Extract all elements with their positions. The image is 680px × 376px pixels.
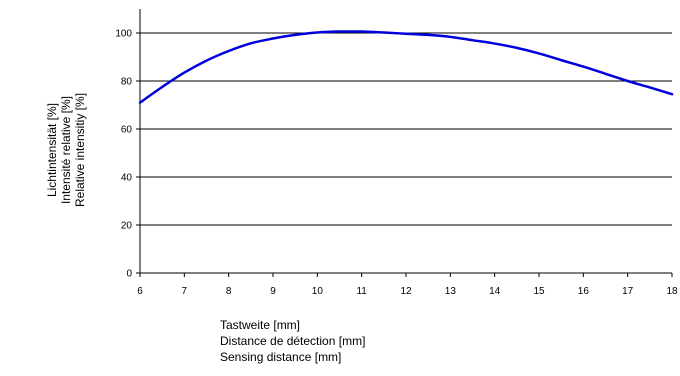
x-tick-label-10: 10 xyxy=(312,286,324,297)
x-tick-label-7: 7 xyxy=(182,286,188,297)
x-tick-label-14: 14 xyxy=(489,286,501,297)
x-tick-label-12: 12 xyxy=(400,286,412,297)
x-axis-label-line-3: Sensing distance [mm] xyxy=(220,350,342,364)
y-tick-label-80: 80 xyxy=(121,77,133,88)
x-tick-label-13: 13 xyxy=(445,286,457,297)
y-tick-label-40: 40 xyxy=(121,173,133,184)
gridlines xyxy=(140,32,672,226)
x-tick-label-17: 17 xyxy=(622,286,634,297)
y-tick-label-100: 100 xyxy=(115,29,132,40)
x-axis-label-line-2: Distance de détection [mm] xyxy=(220,334,366,348)
x-axis-label-line-1: Tastweite [mm] xyxy=(220,318,301,332)
x-tick-label-15: 15 xyxy=(533,286,545,297)
x-tick-label-16: 16 xyxy=(578,286,590,297)
series-line-1 xyxy=(138,30,674,104)
x-tick-label-8: 8 xyxy=(226,286,232,297)
tick-labels: 0 20 40 60 80 100 6 7 8 9 10 11 12 13 14 15 16 17 18 xyxy=(115,29,678,298)
x-tick-label-6: 6 xyxy=(137,286,143,297)
axes xyxy=(136,9,673,277)
y-axis-label-line-3: Relative intensitiy [%] xyxy=(73,92,87,208)
y-tick-label-60: 60 xyxy=(121,125,133,136)
y-axis-label-line-2: Intensité relative [%] xyxy=(59,95,73,205)
y-tick-label-20: 20 xyxy=(121,221,133,232)
series-lines xyxy=(138,30,674,104)
y-tick-label-0: 0 xyxy=(126,269,132,280)
x-tick-label-18: 18 xyxy=(666,286,678,297)
y-axis-label-line-1: Lichtintensität [%] xyxy=(45,102,59,198)
x-tick-label-9: 9 xyxy=(270,286,276,297)
x-tick-label-11: 11 xyxy=(356,286,367,297)
